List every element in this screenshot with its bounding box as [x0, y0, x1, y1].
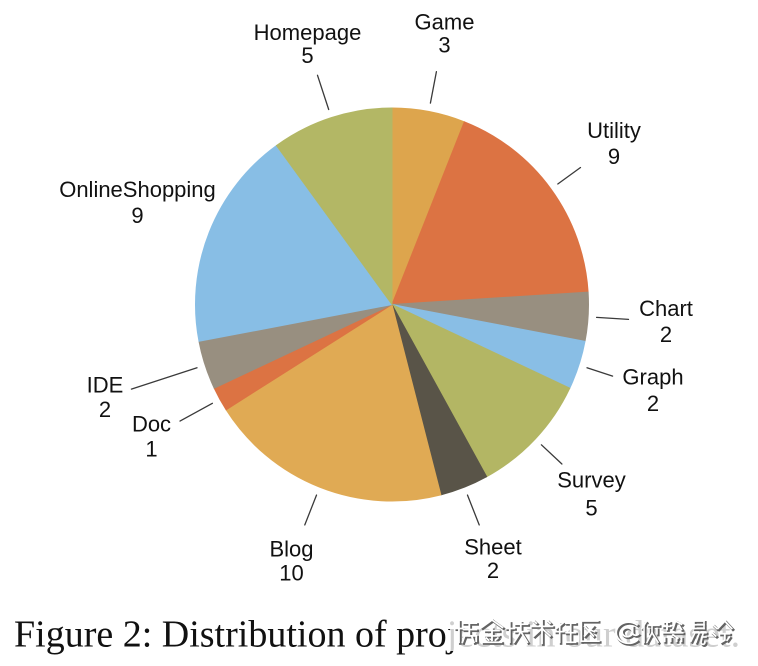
- svg-text:Survey: Survey: [557, 468, 625, 493]
- svg-text:Chart: Chart: [639, 296, 693, 321]
- svg-text:2: 2: [660, 322, 672, 347]
- svg-text:Blog: Blog: [269, 537, 313, 562]
- svg-text:Graph: Graph: [622, 365, 683, 390]
- svg-text:3: 3: [438, 33, 450, 58]
- svg-text:Homepage: Homepage: [254, 20, 362, 45]
- svg-text:2: 2: [487, 558, 499, 583]
- svg-text:9: 9: [608, 144, 620, 169]
- svg-text:Game: Game: [415, 10, 475, 35]
- svg-text:2: 2: [99, 397, 111, 422]
- svg-text:5: 5: [585, 496, 597, 521]
- svg-text:10: 10: [279, 561, 303, 586]
- svg-text:Sheet: Sheet: [464, 535, 522, 560]
- svg-text:2: 2: [647, 391, 659, 416]
- svg-text:9: 9: [131, 203, 143, 228]
- svg-text:5: 5: [301, 43, 313, 68]
- svg-text:IDE: IDE: [87, 373, 124, 398]
- svg-text:OnlineShopping: OnlineShopping: [59, 177, 216, 202]
- svg-text:Doc: Doc: [132, 412, 171, 437]
- svg-text:Utility: Utility: [587, 118, 641, 143]
- svg-text:1: 1: [145, 437, 157, 462]
